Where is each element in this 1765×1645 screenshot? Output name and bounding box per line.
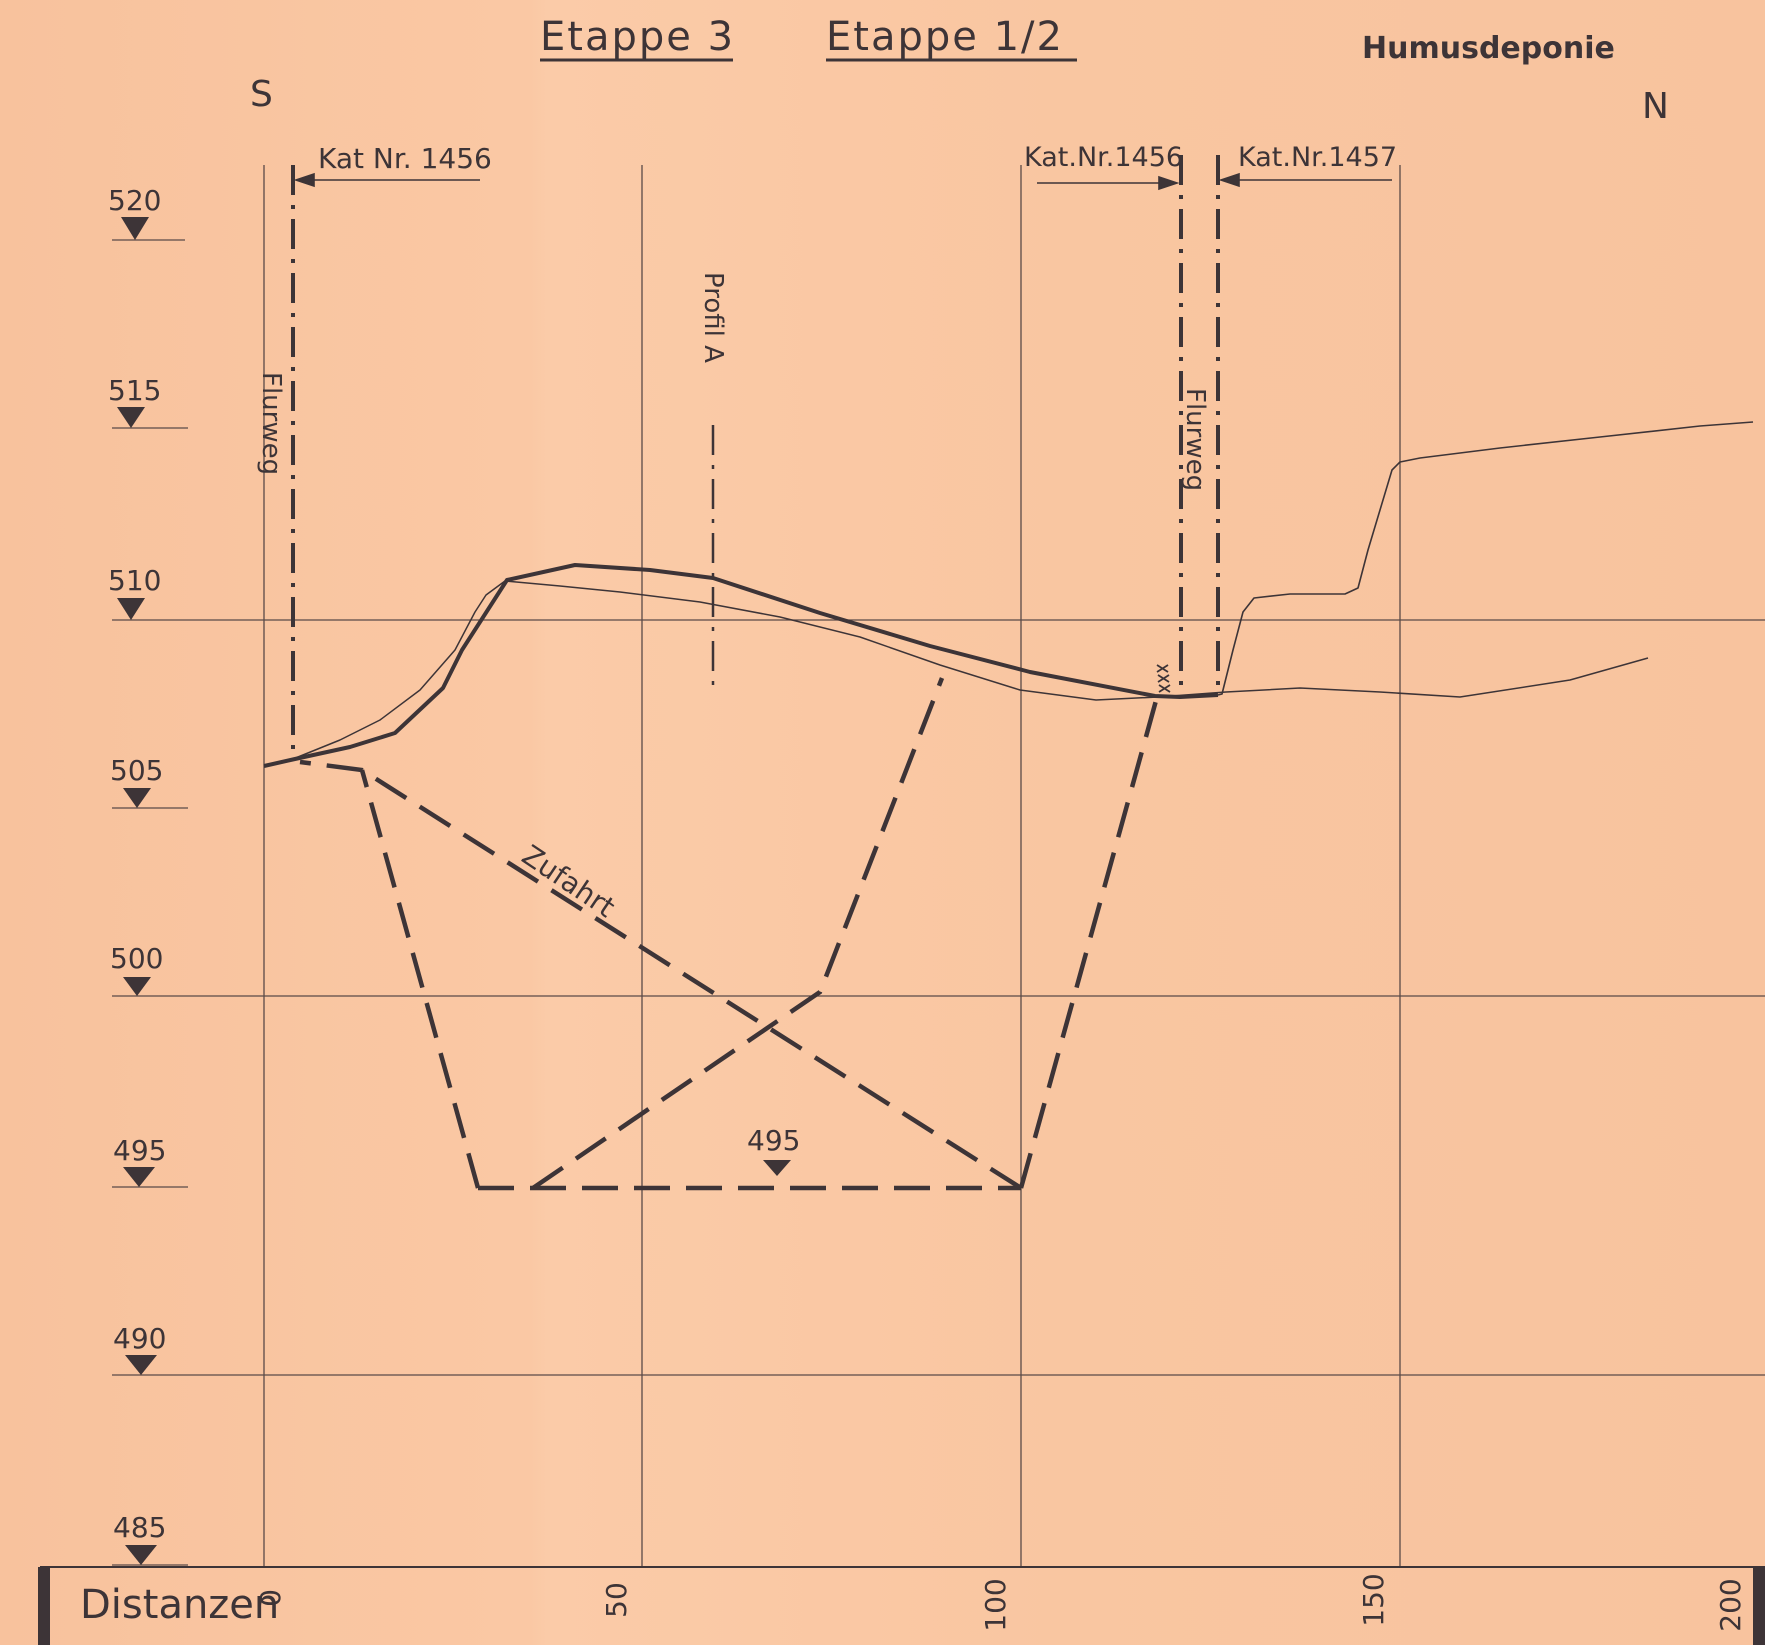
- pit-floor-level-label: 495: [747, 1124, 800, 1157]
- excavation-outline: [299, 677, 1160, 1191]
- elevation-tick-490: 490: [113, 1322, 166, 1355]
- terrain: [263, 421, 1754, 768]
- access-ramp: [299, 759, 1023, 1190]
- pit-left-slope: [359, 769, 481, 1189]
- distance-tick-200: 200: [1714, 1578, 1747, 1631]
- elevation-tick-520: 520: [108, 184, 161, 217]
- level-marker-520: [121, 217, 149, 240]
- existing-ground-line: [263, 580, 1649, 767]
- parcel-label-left: Kat Nr. 1456: [318, 142, 492, 175]
- axis-right-bar: [1753, 1567, 1765, 1645]
- axis-left-bar: [38, 1567, 50, 1645]
- elevation-tick-495: 495: [113, 1134, 166, 1167]
- pit-right-slope: [1018, 696, 1160, 1189]
- elevation-tick-505: 505: [110, 754, 163, 787]
- elevation-axis: 520 515 510 505 500 495 490 485: [108, 184, 166, 1565]
- level-marker-490: [125, 1355, 157, 1375]
- elevation-tick-485: 485: [113, 1511, 166, 1544]
- level-marker-485: [125, 1545, 157, 1565]
- north-ground-line: [1217, 421, 1754, 696]
- distance-axis: Distanzen 0 50 100 150 200: [38, 1566, 1765, 1645]
- elevation-markers: [117, 217, 157, 1565]
- level-marker-500: [123, 977, 151, 996]
- elevation-tick-515: 515: [108, 374, 161, 407]
- distance-tick-150: 150: [1357, 1573, 1390, 1626]
- level-marker-505: [123, 788, 151, 808]
- distance-axis-title: Distanzen: [80, 1582, 279, 1628]
- parcel-label-right: Kat.Nr.1457: [1238, 142, 1397, 173]
- header: Etappe 3 Etappe 1/2 Humusdeponie S N: [250, 14, 1669, 127]
- stage-1-2-title: Etappe 1/2: [826, 14, 1064, 60]
- level-marker-510: [117, 598, 145, 620]
- profile-a-label: Profil A: [698, 272, 728, 363]
- pit-floor-level-marker: [763, 1160, 791, 1176]
- humus-deposit-label: Humusdeponie: [1362, 31, 1615, 66]
- distance-tick-0: 0: [254, 1589, 287, 1607]
- flurweg-label-right: Flurweg: [1180, 388, 1210, 491]
- elevation-tick-500: 500: [110, 942, 163, 975]
- south-label: S: [250, 74, 273, 115]
- level-marker-515: [117, 407, 145, 428]
- parcel-boundaries: [291, 155, 1220, 760]
- flurweg-label-left: Flurweg: [256, 372, 286, 475]
- distance-tick-100: 100: [979, 1578, 1012, 1631]
- access-road-label: Zufahrt: [516, 838, 621, 924]
- parcel-arrows: [293, 172, 1392, 191]
- grid: [112, 165, 1765, 1568]
- north-label: N: [1642, 86, 1669, 127]
- elevation-tick-510: 510: [108, 564, 161, 597]
- design-surface-line: [263, 563, 1219, 768]
- distance-tick-50: 50: [600, 1582, 633, 1618]
- level-marker-495: [123, 1167, 155, 1187]
- stage3-inner-slope: [531, 677, 945, 1190]
- stage-3-title: Etappe 3: [540, 14, 735, 60]
- parcel-label-mid: Kat.Nr.1456: [1024, 142, 1183, 173]
- fence-marks: [1156, 664, 1171, 693]
